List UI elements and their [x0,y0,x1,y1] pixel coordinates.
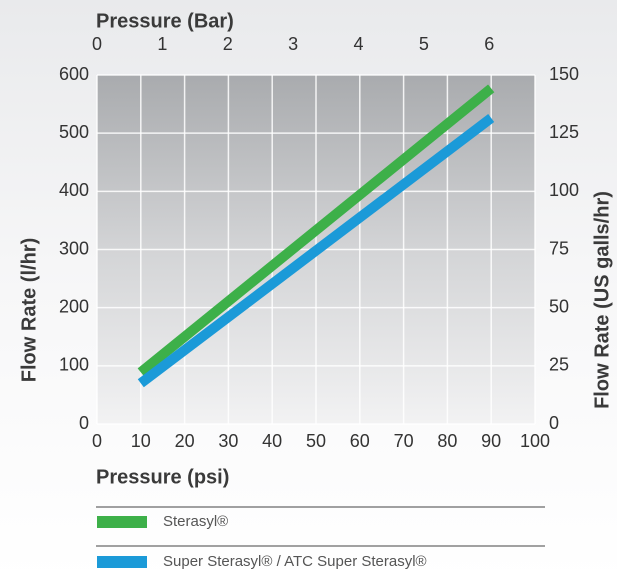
legend-swatch [97,556,147,568]
series-line [137,114,495,388]
y2-tick-label: 75 [549,238,569,258]
x2-tick-label: 0 [92,34,102,54]
x2-axis-title: Pressure (Bar) [96,10,234,32]
y-axis-title: Flow Rate (l/hr) [18,238,40,382]
y2-tick-label: 150 [549,64,579,84]
legend-label: Super Sterasyl® / ATC Super Sterasyl® [163,553,427,570]
y-tick-label: 300 [59,238,89,258]
legend-swatch [97,516,147,528]
x-tick-label: 20 [175,431,195,451]
y-tick-label: 600 [59,64,89,84]
y-tick-label: 200 [59,296,89,316]
x-tick-label: 60 [350,431,370,451]
legend-label: Sterasyl® [163,513,228,530]
x-tick-label: 0 [92,431,102,451]
x-tick-label: 30 [218,431,238,451]
x-tick-label: 70 [394,431,414,451]
y2-tick-label: 125 [549,122,579,142]
y-tick-label: 0 [79,413,89,433]
x2-tick-label: 6 [484,34,494,54]
x2-tick-label: 5 [419,34,429,54]
x2-tick-label: 3 [288,34,298,54]
x2-tick-label: 2 [223,34,233,54]
series-line [137,84,495,377]
x-tick-label: 100 [520,431,550,451]
y-tick-label: 400 [59,180,89,200]
x-tick-label: 50 [306,431,326,451]
y2-tick-label: 0 [549,413,559,433]
x-tick-label: 10 [131,431,151,451]
x2-tick-label: 1 [157,34,167,54]
y-tick-label: 500 [59,122,89,142]
y2-tick-label: 100 [549,180,579,200]
x-tick-label: 90 [481,431,501,451]
y2-axis-title: Flow Rate (US galls/hr) [591,191,613,409]
y2-tick-label: 25 [549,355,569,375]
x-tick-label: 40 [262,431,282,451]
x-tick-label: 80 [437,431,457,451]
x-axis-title: Pressure (psi) [96,466,229,488]
y2-tick-label: 50 [549,296,569,316]
x2-tick-label: 4 [353,34,363,54]
y-tick-label: 100 [59,355,89,375]
